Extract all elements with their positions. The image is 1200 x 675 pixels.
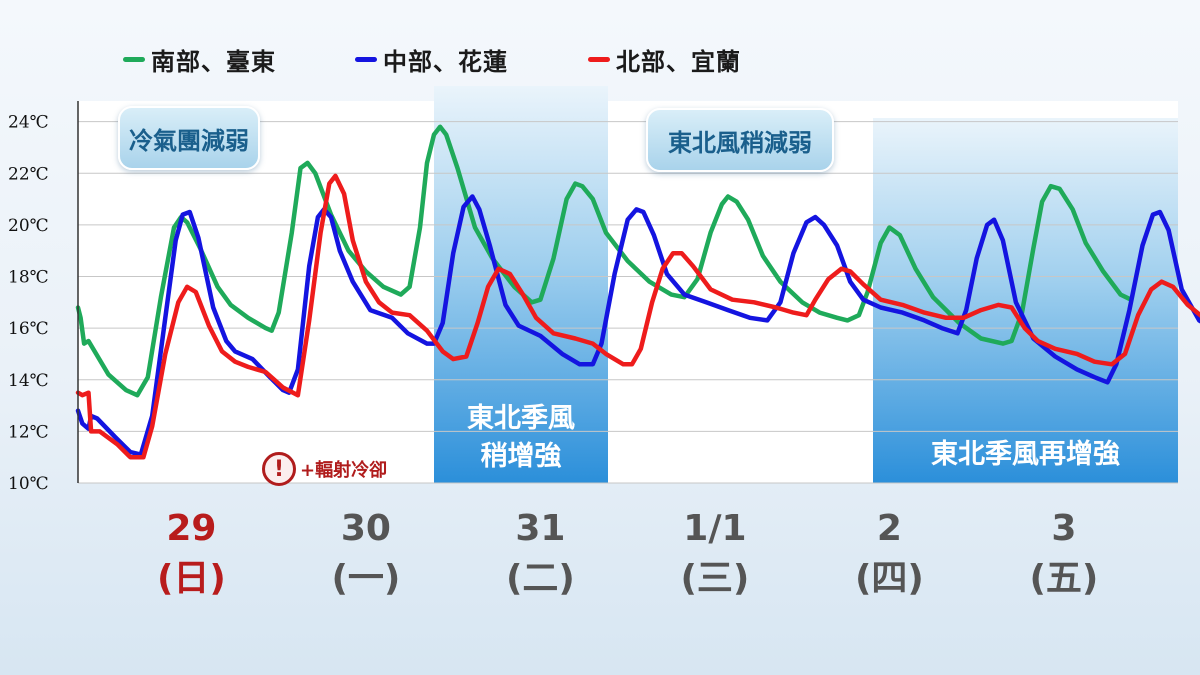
y-tick-labels: 10℃ 12℃ 14℃ 16℃ 18℃ 20℃ 22℃ 24℃	[8, 113, 49, 494]
day-weekday-0: (日)	[157, 558, 226, 599]
y-tick-label-5: 20℃	[8, 216, 49, 236]
series-line-1	[75, 194, 1200, 457]
legend-swatch-south	[123, 56, 145, 62]
annotation-ne-wind-weaken: 東北風稍減弱	[646, 108, 834, 172]
legend-swatch-central	[355, 56, 377, 62]
legend-swatch-north	[588, 56, 610, 62]
legend-item-north: 北部、宜蘭	[588, 44, 741, 76]
band-text-line2: 稍增強	[480, 441, 562, 472]
legend-label-north: 北部、宜蘭	[616, 47, 741, 76]
day-weekday-1: (一)	[331, 558, 400, 599]
legend-label-south: 南部、臺東	[151, 47, 276, 76]
annotation-radiative-cooling: ! +輻射冷卻	[262, 452, 387, 486]
day-number-0: 29	[166, 508, 216, 549]
day-weekday-3: (三)	[680, 558, 749, 599]
y-tick-label-7: 24℃	[8, 113, 49, 133]
y-tick-label-6: 22℃	[8, 164, 49, 184]
annotation-ne-monsoon-strengthen: 東北季風 稍增強	[434, 400, 608, 476]
day-weekday-4: (四)	[855, 558, 924, 599]
series-line-2	[75, 173, 1200, 460]
day-weekday-5: (五)	[1029, 558, 1098, 599]
day-number-5: 3	[1051, 508, 1076, 549]
y-tick-label-0: 10℃	[8, 474, 49, 494]
monsoon-band-1	[434, 86, 608, 483]
day-number-3: 1/1	[683, 508, 746, 549]
grid	[78, 121, 1178, 484]
y-tick-label-4: 18℃	[8, 268, 49, 288]
y-tick-label-3: 16℃	[8, 319, 49, 339]
band-text-line1: 東北季風	[467, 403, 575, 434]
day-number-4: 2	[877, 508, 902, 549]
day-weekday-2: (二)	[506, 558, 575, 599]
day-number-1: 30	[341, 508, 391, 549]
series-lines	[75, 124, 1200, 460]
legend-item-central: 中部、花蓮	[355, 44, 508, 76]
day-number-2: 31	[515, 508, 565, 549]
radiative-cooling-label: +輻射冷卻	[300, 460, 388, 481]
annotation-ne-monsoon-restrengthen: 東北季風再增強	[931, 439, 1120, 470]
legend-label-central: 中部、花蓮	[383, 47, 508, 76]
y-tick-label-2: 14℃	[8, 371, 49, 391]
y-tick-label-1: 12℃	[8, 422, 49, 442]
legend-item-south: 南部、臺東	[123, 44, 276, 76]
series-line-0	[75, 124, 1134, 398]
annotation-cold-air-weaken: 冷氣團減弱	[118, 106, 260, 170]
warning-icon: !	[262, 452, 296, 486]
x-day-labels: 29(日)30(一)31(二)1/1(三)2(四)3(五)4(六)	[157, 508, 1098, 599]
